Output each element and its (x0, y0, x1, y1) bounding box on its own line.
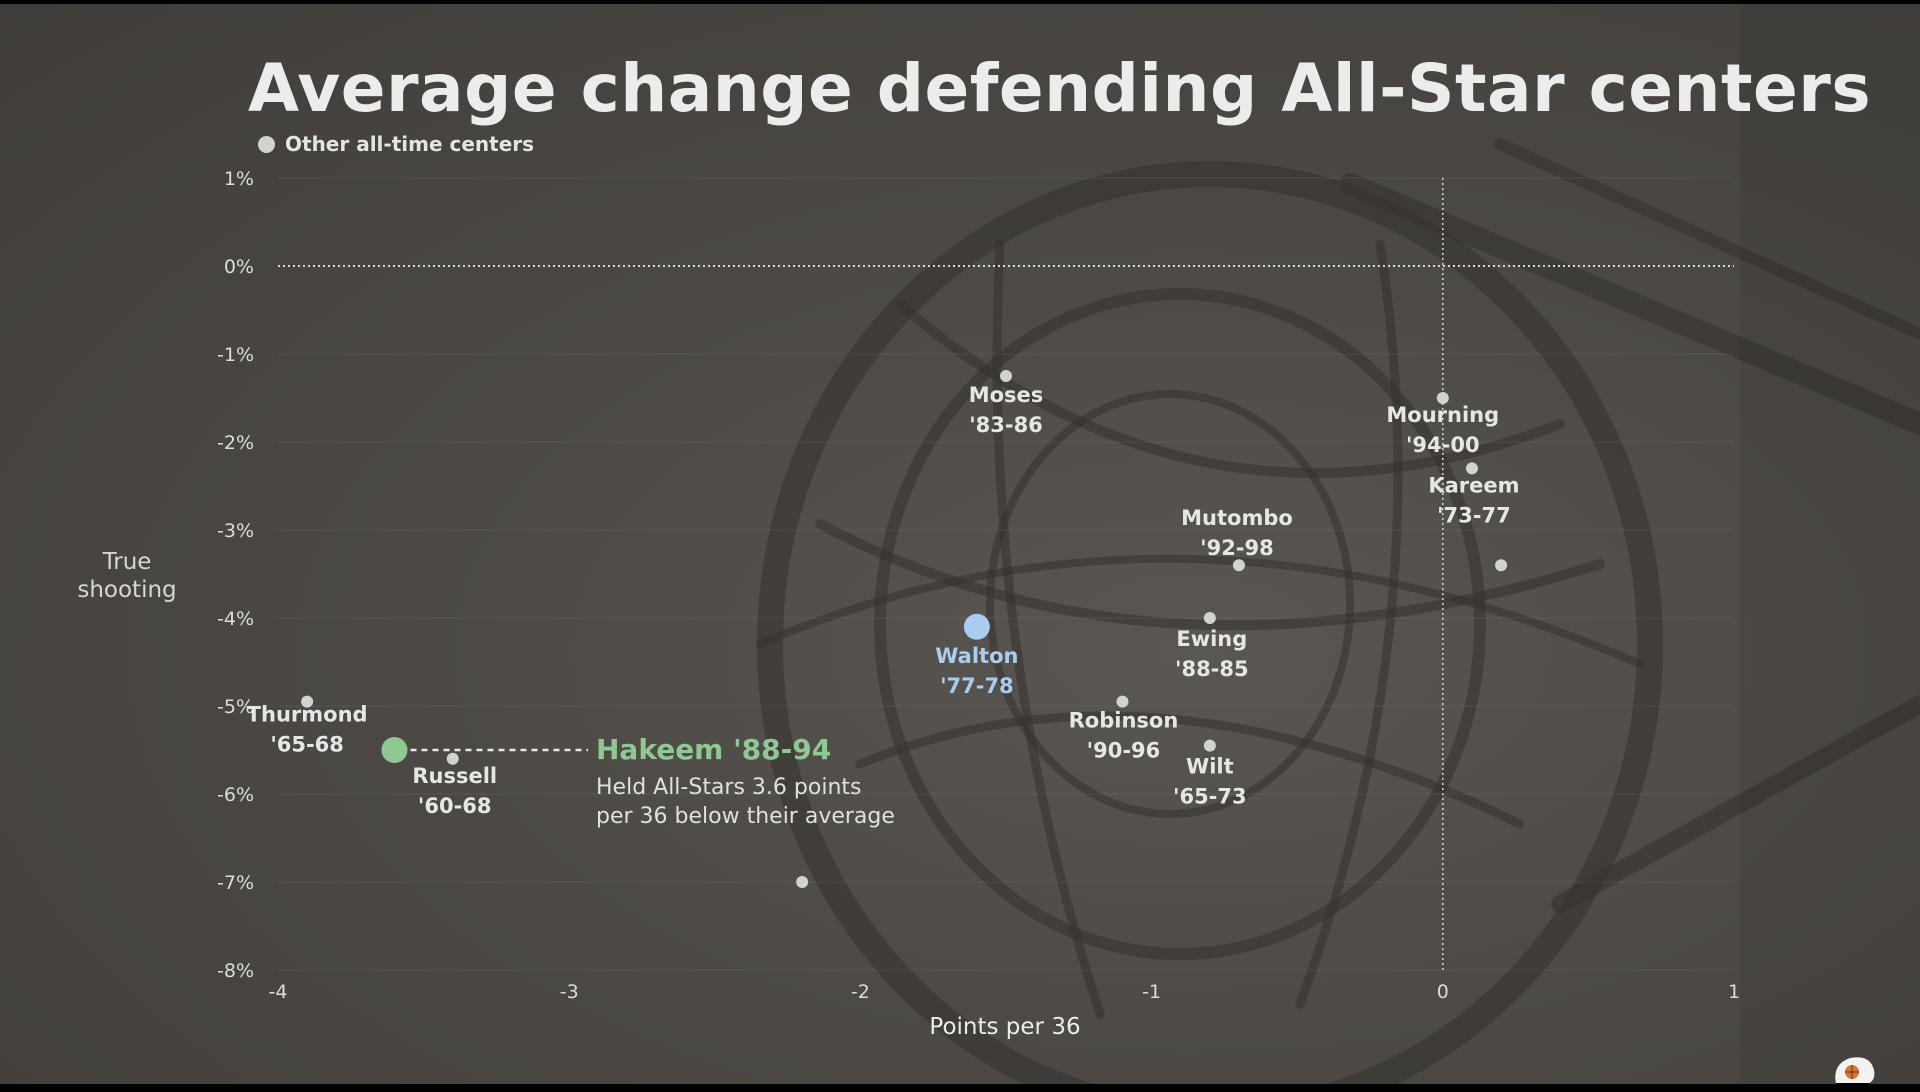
point-label-years: '73-77 (1437, 503, 1511, 527)
data-points (301, 370, 1508, 888)
annotation-title: Hakeem '88-94 (596, 733, 831, 766)
point-label-years: '60-68 (418, 794, 492, 818)
data-point (796, 876, 809, 888)
point-labels: Thurmond '65-68 Russell '60-68 Moses '83-86 Ro… (247, 383, 1520, 818)
data-point (446, 752, 459, 765)
x-tick-label: -3 (560, 981, 579, 1003)
x-axis-ticks: -4 -3 -2 -1 0 1 (269, 981, 1741, 1003)
data-point (1000, 370, 1012, 382)
y-axis-ticks: 1% 0% -1% -2% -3% -4% -5% -6% -7% -8% (217, 168, 254, 982)
grid (278, 177, 1734, 971)
channel-logo-icon (1835, 1057, 1875, 1084)
point-label-years: '90-96 (1087, 739, 1161, 763)
legend-marker (258, 135, 275, 153)
data-point (1203, 612, 1216, 624)
chart-title: Average change defending All-Star center… (248, 50, 1872, 127)
y-tick-label: -3% (217, 520, 254, 542)
y-axis-label: True shooting (77, 549, 177, 603)
point-label-years: '88-85 (1175, 657, 1249, 681)
y-tick-label: -8% (217, 960, 254, 982)
legend: Other all-time centers (258, 132, 534, 156)
annotation-text-line: per 36 below their average (596, 804, 895, 829)
x-tick-label: 1 (1728, 981, 1740, 1003)
x-axis-label: Points per 36 (929, 1014, 1081, 1040)
point-label-years: '77-78 (940, 674, 1014, 698)
y-tick-label: 0% (224, 256, 254, 278)
y-tick-label: -4% (217, 608, 254, 630)
y-tick-label: -2% (217, 432, 254, 454)
point-label-name: Ewing (1176, 627, 1247, 651)
basketball-hoop-backdrop (756, 4, 1920, 1084)
x-tick-label: -4 (269, 981, 288, 1003)
y-tick-label: -6% (217, 784, 254, 806)
hakeem-annotation: Hakeem '88-94 Held All-Stars 3.6 points pe… (410, 733, 895, 829)
point-label-years: '83-86 (969, 413, 1043, 437)
y-tick-label: -5% (217, 696, 254, 718)
data-point-walton (963, 613, 990, 640)
data-point (1116, 695, 1129, 708)
y-tick-label: -7% (217, 872, 254, 894)
point-label-name: Mourning (1386, 403, 1499, 427)
data-point (301, 695, 314, 708)
point-label-years: '92-98 (1200, 536, 1274, 560)
data-point (1232, 559, 1245, 572)
data-point (1436, 392, 1449, 404)
y-tick-label: 1% (224, 168, 254, 190)
y-tick-label: -1% (217, 344, 254, 366)
annotation-text-line: Held All-Stars 3.6 points (596, 775, 861, 800)
data-point (1203, 739, 1216, 752)
point-label-years: '65-73 (1173, 785, 1247, 809)
data-point (1465, 462, 1478, 475)
data-point (1495, 559, 1508, 572)
scatter-plot: 1%0%-1%-2%-3%-4%-5%-6%-7%-8% -4 -3 -2 -1 0 1 … (217, 168, 1741, 1003)
point-label-name: Wilt (1186, 755, 1234, 779)
point-label-name: Mutombo (1181, 506, 1293, 530)
point-label-name: Russell (412, 764, 497, 788)
point-label-years: '94-00 (1406, 433, 1480, 457)
point-label-name: Robinson (1069, 709, 1179, 733)
chart-frame: 1% 0% -1% -2% -3% -4% -5% -6% -7% -8% -4 -3 -2 -1 0 1 … (0, 4, 1920, 1084)
x-tick-label: -2 (851, 981, 870, 1003)
point-label-years: '65-68 (270, 733, 344, 757)
point-label-name: Walton (935, 644, 1018, 668)
point-label-name: Thurmond (247, 703, 368, 727)
point-label-name: Kareem (1428, 473, 1519, 497)
point-label-name: Moses (969, 383, 1044, 407)
x-tick-label: 0 (1437, 981, 1449, 1003)
legend-label: Other all-time centers (285, 132, 535, 156)
data-point-hakeem (381, 737, 408, 763)
x-tick-label: -1 (1142, 981, 1161, 1003)
